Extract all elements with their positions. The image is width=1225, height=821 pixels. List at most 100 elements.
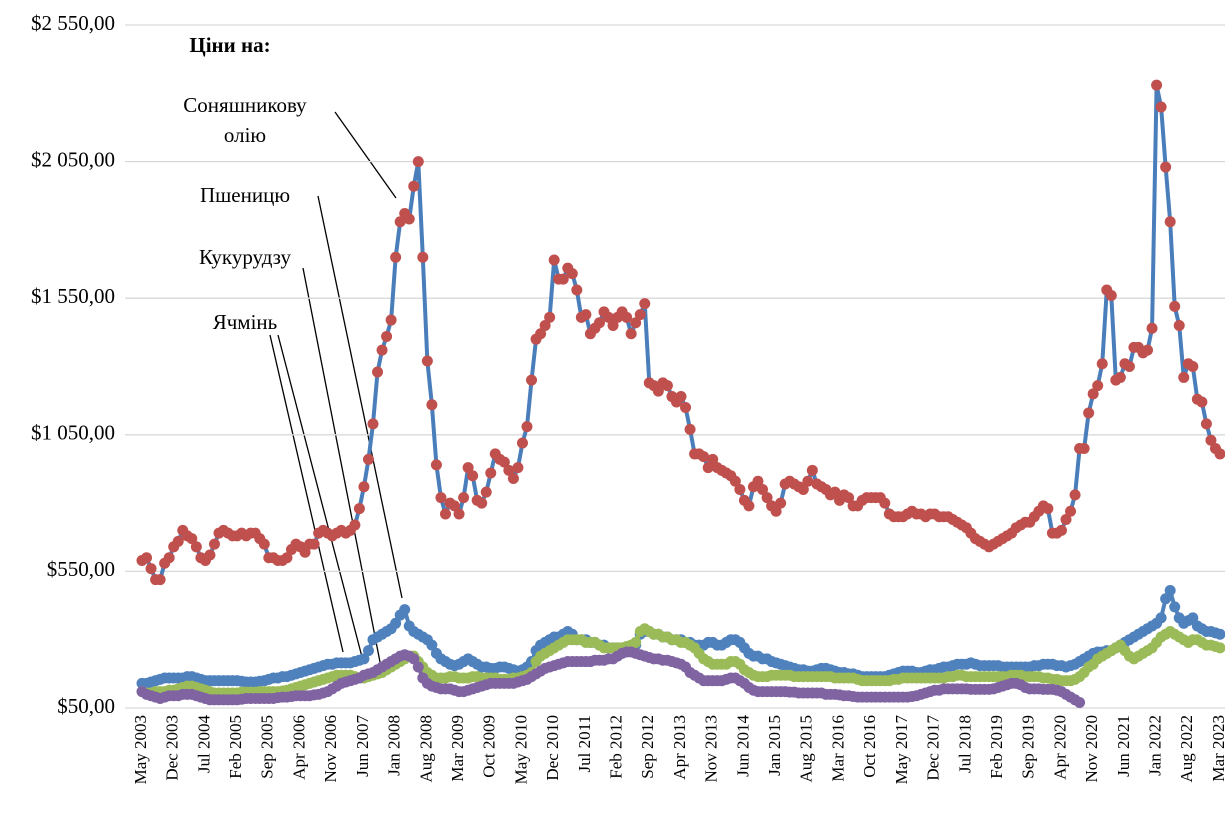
x-tick-label: Jan 2022 <box>1145 715 1164 776</box>
point <box>412 661 424 673</box>
point <box>639 298 651 310</box>
point <box>1155 101 1167 113</box>
y-tick-label: $1 050,00 <box>31 421 115 445</box>
point <box>729 475 741 487</box>
point <box>1164 216 1176 228</box>
point <box>376 344 388 356</box>
point <box>507 473 519 485</box>
point <box>526 374 538 386</box>
x-tick-label: Dec 2017 <box>924 715 943 781</box>
point <box>1146 322 1158 334</box>
point <box>258 538 270 550</box>
point <box>1069 489 1081 501</box>
x-tick-label: Jan 2008 <box>385 715 404 776</box>
x-tick-label: Sep 2012 <box>638 715 657 779</box>
point <box>145 563 157 575</box>
point <box>362 453 374 465</box>
point <box>1065 505 1077 517</box>
point <box>358 653 370 665</box>
point <box>485 467 497 479</box>
point <box>603 311 615 323</box>
point <box>1078 442 1090 454</box>
point <box>734 483 746 495</box>
point <box>1214 628 1225 640</box>
point <box>476 497 488 509</box>
point <box>408 653 420 665</box>
point <box>521 421 533 433</box>
point <box>879 497 891 509</box>
point <box>548 254 560 266</box>
point <box>512 462 524 474</box>
point <box>535 328 547 340</box>
point <box>403 213 415 225</box>
x-tick-label: Feb 2012 <box>606 715 625 779</box>
point <box>843 492 855 504</box>
x-tick-label: Apr 2006 <box>289 715 308 780</box>
point <box>421 355 433 367</box>
point <box>770 505 782 517</box>
x-tick-label: Mar 2009 <box>448 715 467 782</box>
x-tick-label: Mar 2023 <box>1209 715 1225 782</box>
point <box>349 519 361 531</box>
point <box>1214 448 1225 460</box>
point <box>467 470 479 482</box>
point <box>208 538 220 550</box>
x-tick-label: Jul 2004 <box>194 715 213 774</box>
point <box>435 492 447 504</box>
point <box>593 317 605 329</box>
point <box>172 535 184 547</box>
point <box>1092 380 1104 392</box>
leader-line <box>334 111 397 199</box>
x-tick-label: Jun 2007 <box>353 715 372 777</box>
leader-line <box>302 267 381 663</box>
point <box>439 508 451 520</box>
point <box>761 492 773 504</box>
x-tick-label: Dec 2003 <box>163 715 182 781</box>
leader-line <box>269 334 344 653</box>
point <box>426 399 438 411</box>
point <box>503 464 515 476</box>
point <box>1087 388 1099 400</box>
point <box>385 314 397 326</box>
x-tick-label: Sep 2019 <box>1019 715 1038 779</box>
x-tick-label: Feb 2019 <box>987 715 1006 779</box>
point <box>1155 612 1167 624</box>
point <box>743 500 755 512</box>
point <box>1151 79 1163 91</box>
point <box>458 492 470 504</box>
point <box>775 497 787 509</box>
point <box>1169 601 1181 613</box>
x-tick-label: Oct 2016 <box>860 715 879 778</box>
point <box>1123 361 1135 372</box>
point <box>453 508 465 520</box>
point <box>698 451 710 463</box>
x-tick-label: Jul 2018 <box>955 715 974 773</box>
y-tick-label: $2 550,00 <box>31 11 115 35</box>
point <box>154 574 166 586</box>
point <box>539 320 551 332</box>
x-tick-label: Jun 2021 <box>1114 715 1133 777</box>
point <box>1214 642 1225 654</box>
point <box>308 538 320 550</box>
point <box>516 437 528 449</box>
x-tick-label: Apr 2020 <box>1050 715 1069 780</box>
point <box>1055 524 1067 536</box>
x-tick-label: May 2017 <box>892 715 911 785</box>
x-tick-label: Sep 2005 <box>258 715 277 779</box>
point <box>362 645 374 657</box>
point <box>684 423 696 435</box>
x-tick-label: Nov 2020 <box>1082 715 1101 783</box>
point <box>1187 612 1199 624</box>
point <box>571 284 583 296</box>
y-tick-label: $1 550,00 <box>31 284 115 308</box>
point <box>1083 407 1095 419</box>
point <box>1074 697 1086 709</box>
point <box>675 391 687 403</box>
point <box>752 475 764 487</box>
point <box>449 500 461 512</box>
point <box>498 456 510 468</box>
point <box>544 311 556 323</box>
point <box>1114 371 1126 383</box>
point <box>412 156 424 168</box>
point <box>462 462 474 474</box>
